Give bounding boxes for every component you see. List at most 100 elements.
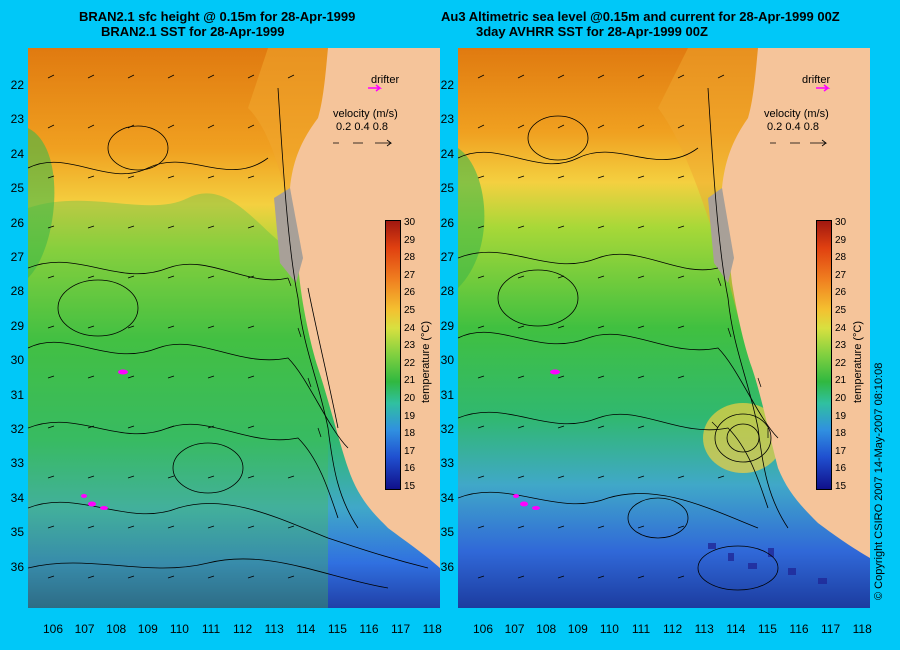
colorbar-tick-label: 23 [404,340,416,352]
latitude-tick-label: 27 [440,250,454,264]
colorbar-tick-label: 19 [404,410,416,422]
left-title-line2: BRAN2.1 SST for 28-Apr-1999 [101,24,285,39]
longitude-tick-label: 109 [567,622,588,636]
shark-bay [274,188,303,283]
colorbar-tick-label: 23 [835,340,847,352]
longitude-tick-label: 118 [852,622,872,636]
latitude-tick-label: 26 [10,215,24,230]
longitude-tick-label: 112 [663,622,683,636]
colorbar-tick-label: 27 [404,269,416,281]
colorbar-tick-label: 24 [404,322,416,334]
colorbar-tick-label: 28 [404,252,416,264]
velocity-scale-arrows [333,139,393,147]
land-mass [290,48,440,568]
latitude-tick-label: 27 [10,250,24,264]
velocity-scale-arrows [770,139,828,147]
left-colorbar-label: temperature (°C) [420,320,432,403]
colorbar-tick-label: 20 [835,393,847,404]
longitude-tick-label: 113 [264,622,284,636]
colorbar-tick-label: 29 [404,234,416,246]
left-title-line1: BRAN2.1 sfc height @ 0.15m for 28-Apr-19… [79,9,356,24]
longitude-tick-label: 117 [821,622,841,636]
latitude-tick-label: 28 [10,284,24,299]
latitude-tick-label: 25 [440,181,454,196]
right-velocity-arrows [477,74,769,579]
latitude-tick-label: 31 [440,387,454,402]
right-contours [458,87,789,591]
latitude-tick-label: 34 [10,490,24,505]
copyright-notice: © Copyright CSIRO 2007 14-May-2007 08:10… [873,362,885,600]
right-drifters [513,369,560,510]
right-map-panel [458,48,870,608]
latitude-tick-label: 28 [440,284,454,299]
longitude-tick-label: 111 [631,622,651,636]
latitude-tick-label: 30 [10,353,24,368]
colorbar-tick-label: 26 [835,287,847,299]
longitude-tick-label: 107 [74,622,95,636]
shark-bay [708,188,734,283]
longitude-tick-label: 116 [359,622,379,636]
latitude-tick-label: 32 [440,422,454,436]
latitude-tick-label: 26 [440,215,454,230]
latitude-tick-label: 25 [10,181,24,196]
latitude-tick-label: 24 [10,146,24,161]
longitude-tick-label: 115 [327,622,347,636]
land-mass [722,48,870,558]
latitude-tick-label: 35 [440,525,454,540]
longitude-tick-label: 114 [296,622,316,636]
longitude-tick-label: 108 [106,622,127,636]
longitude-tick-label: 113 [694,622,714,636]
latitude-tick-label: 22 [10,78,24,92]
right-title-line2: 3day AVHRR SST for 28-Apr-1999 00Z [476,24,708,39]
longitude-tick-label: 116 [789,622,809,636]
left-velocity-label: velocity (m/s) [333,108,398,120]
colorbar-tick-label: 18 [404,428,416,440]
colorbar-tick-label: 22 [404,357,416,369]
latitude-tick-label: 23 [440,112,454,127]
right-drifter-label: drifter [802,74,831,86]
longitude-tick-label: 108 [536,622,557,636]
right-map-svg [458,48,870,608]
colorbar-tick-label: 18 [835,428,847,440]
right-title-line1: Au3 Altimetric sea level @0.15m and curr… [441,9,840,24]
latitude-tick-label: 33 [10,456,24,471]
left-velocity-scale: 0.2 0.4 0.8 [336,121,388,133]
latitude-tick-label: 30 [440,353,454,368]
latitude-tick-label: 35 [10,525,24,540]
longitude-tick-label: 114 [726,622,746,636]
colorbar-tick-label: 21 [404,375,416,387]
right-velocity-label: velocity (m/s) [764,108,829,120]
left-velocity-arrows [47,74,322,579]
colorbar-tick-label: 20 [404,393,416,404]
longitude-tick-label: 106 [472,622,494,636]
drifter-legend-icon [368,84,383,92]
colorbar-tick-label: 24 [835,322,847,334]
colorbar-tick-label: 30 [835,217,847,228]
latitude-tick-label: 24 [440,146,454,161]
left-drifters [81,369,128,510]
latitude-tick-label: 23 [10,112,24,127]
right-velocity-scale: 0.2 0.4 0.8 [767,121,819,133]
colorbar-tick-label: 15 [835,481,847,492]
left-colorbar [385,220,401,490]
colorbar-tick-label: 15 [404,481,416,492]
colorbar-tick-label: 27 [835,269,847,281]
longitude-tick-label: 112 [233,622,253,636]
colorbar-tick-label: 25 [404,305,416,316]
latitude-tick-label: 32 [10,422,24,436]
colorbar-tick-label: 29 [835,234,847,246]
longitude-tick-label: 115 [757,622,777,636]
longitude-tick-label: 109 [137,622,158,636]
latitude-tick-label: 36 [440,559,454,574]
right-colorbar [816,220,832,490]
longitude-tick-label: 117 [391,622,411,636]
latitude-tick-label: 33 [440,456,454,471]
colorbar-tick-label: 21 [835,375,847,387]
left-contours [28,87,429,589]
latitude-tick-label: 29 [440,318,454,333]
longitude-tick-label: 118 [422,622,442,636]
colorbar-tick-label: 19 [835,410,847,422]
latitude-tick-label: 36 [10,559,24,574]
colorbar-tick-label: 17 [835,445,847,457]
colorbar-tick-label: 17 [404,445,416,457]
